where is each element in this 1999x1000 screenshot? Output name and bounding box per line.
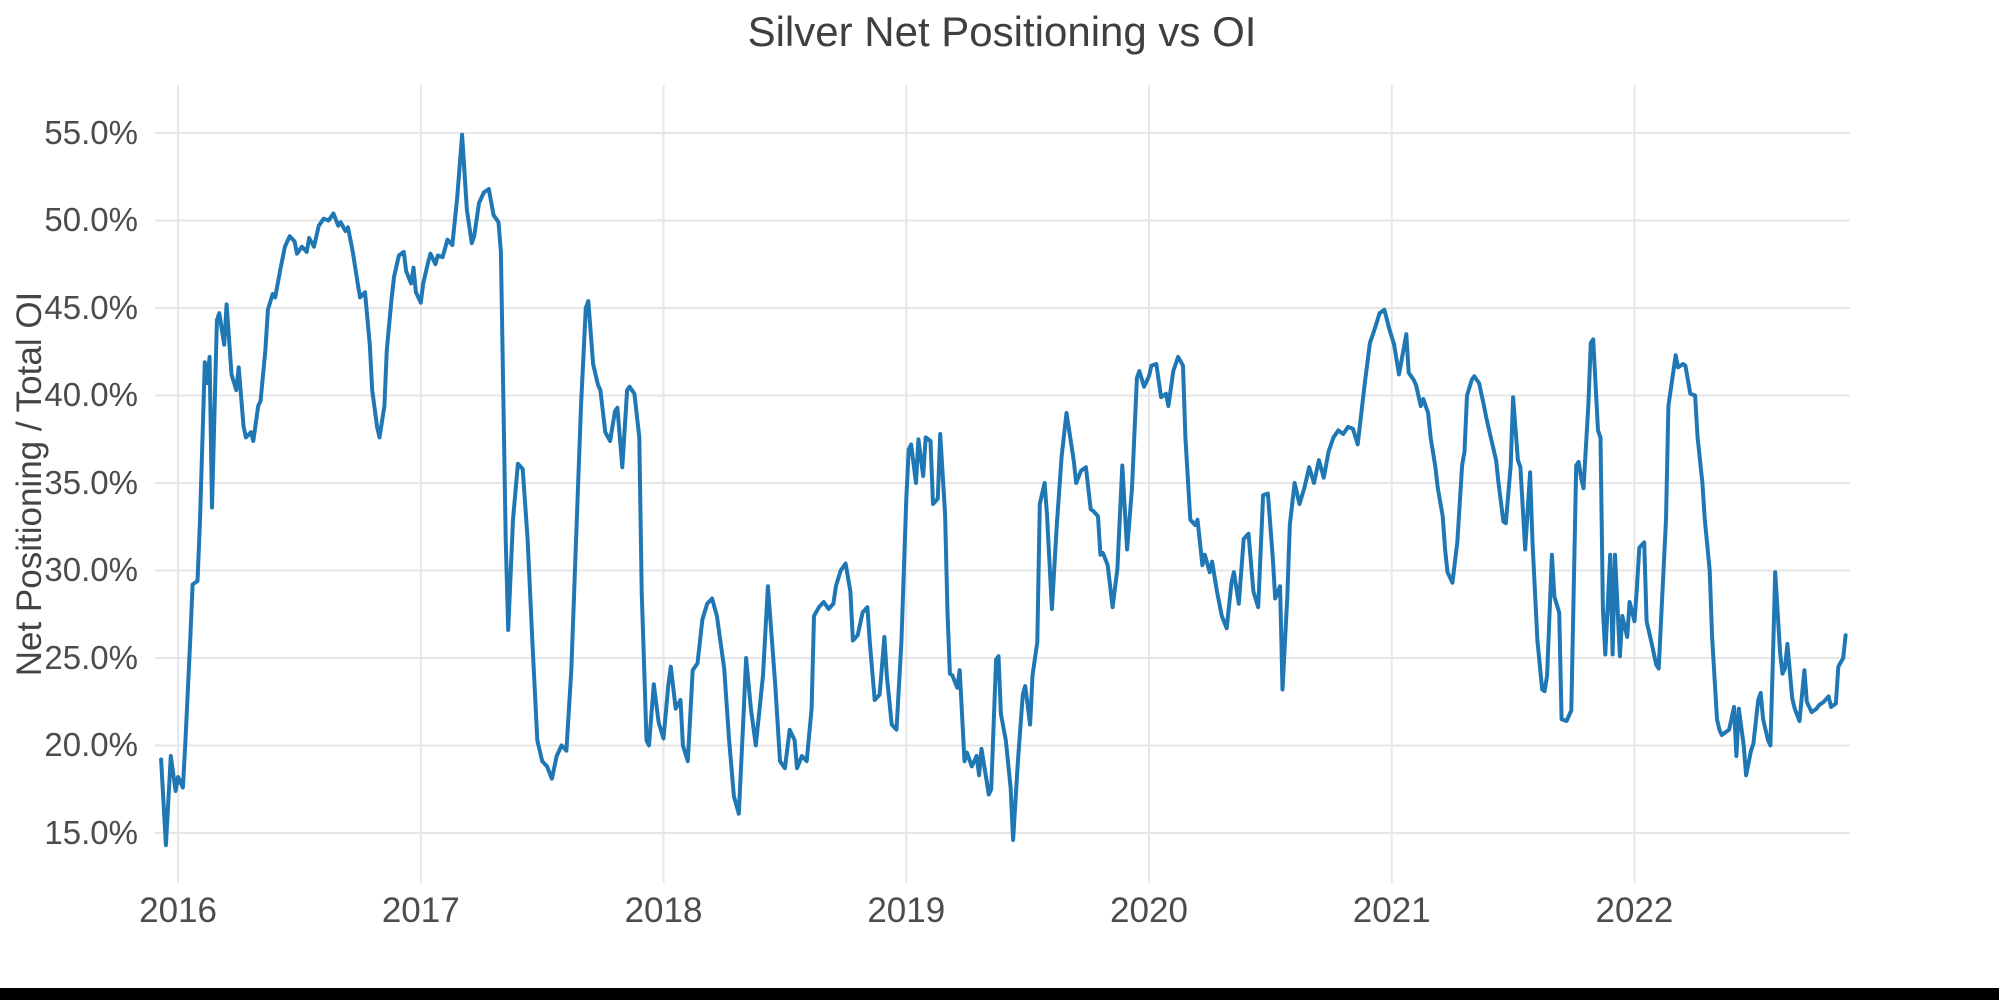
series-line <box>159 132 1848 848</box>
x-tick-label: 2018 <box>624 891 703 930</box>
chart-title: Silver Net Positioning vs OI <box>747 8 1257 55</box>
x-tick-label: 2019 <box>867 891 946 930</box>
x-tick-label: 2022 <box>1595 891 1674 930</box>
y-tick-label: 35.0% <box>44 463 138 501</box>
x-tick-label: 2021 <box>1352 891 1431 930</box>
y-tick-label: 50.0% <box>44 201 138 239</box>
bottom-black-bar <box>0 988 1999 1000</box>
x-tick-label: 2016 <box>139 891 217 930</box>
x-tick-label: 2017 <box>381 891 460 930</box>
y-tick-label: 20.0% <box>44 726 138 764</box>
y-tick-label: 55.0% <box>44 113 138 151</box>
y-tick-label: 45.0% <box>44 288 138 326</box>
x-tick-label: 2020 <box>1110 891 1188 930</box>
y-tick-label: 15.0% <box>44 813 138 851</box>
y-tick-label: 30.0% <box>44 551 138 589</box>
y-tick-label: 40.0% <box>44 376 138 414</box>
y-tick-label: 25.0% <box>44 638 138 676</box>
